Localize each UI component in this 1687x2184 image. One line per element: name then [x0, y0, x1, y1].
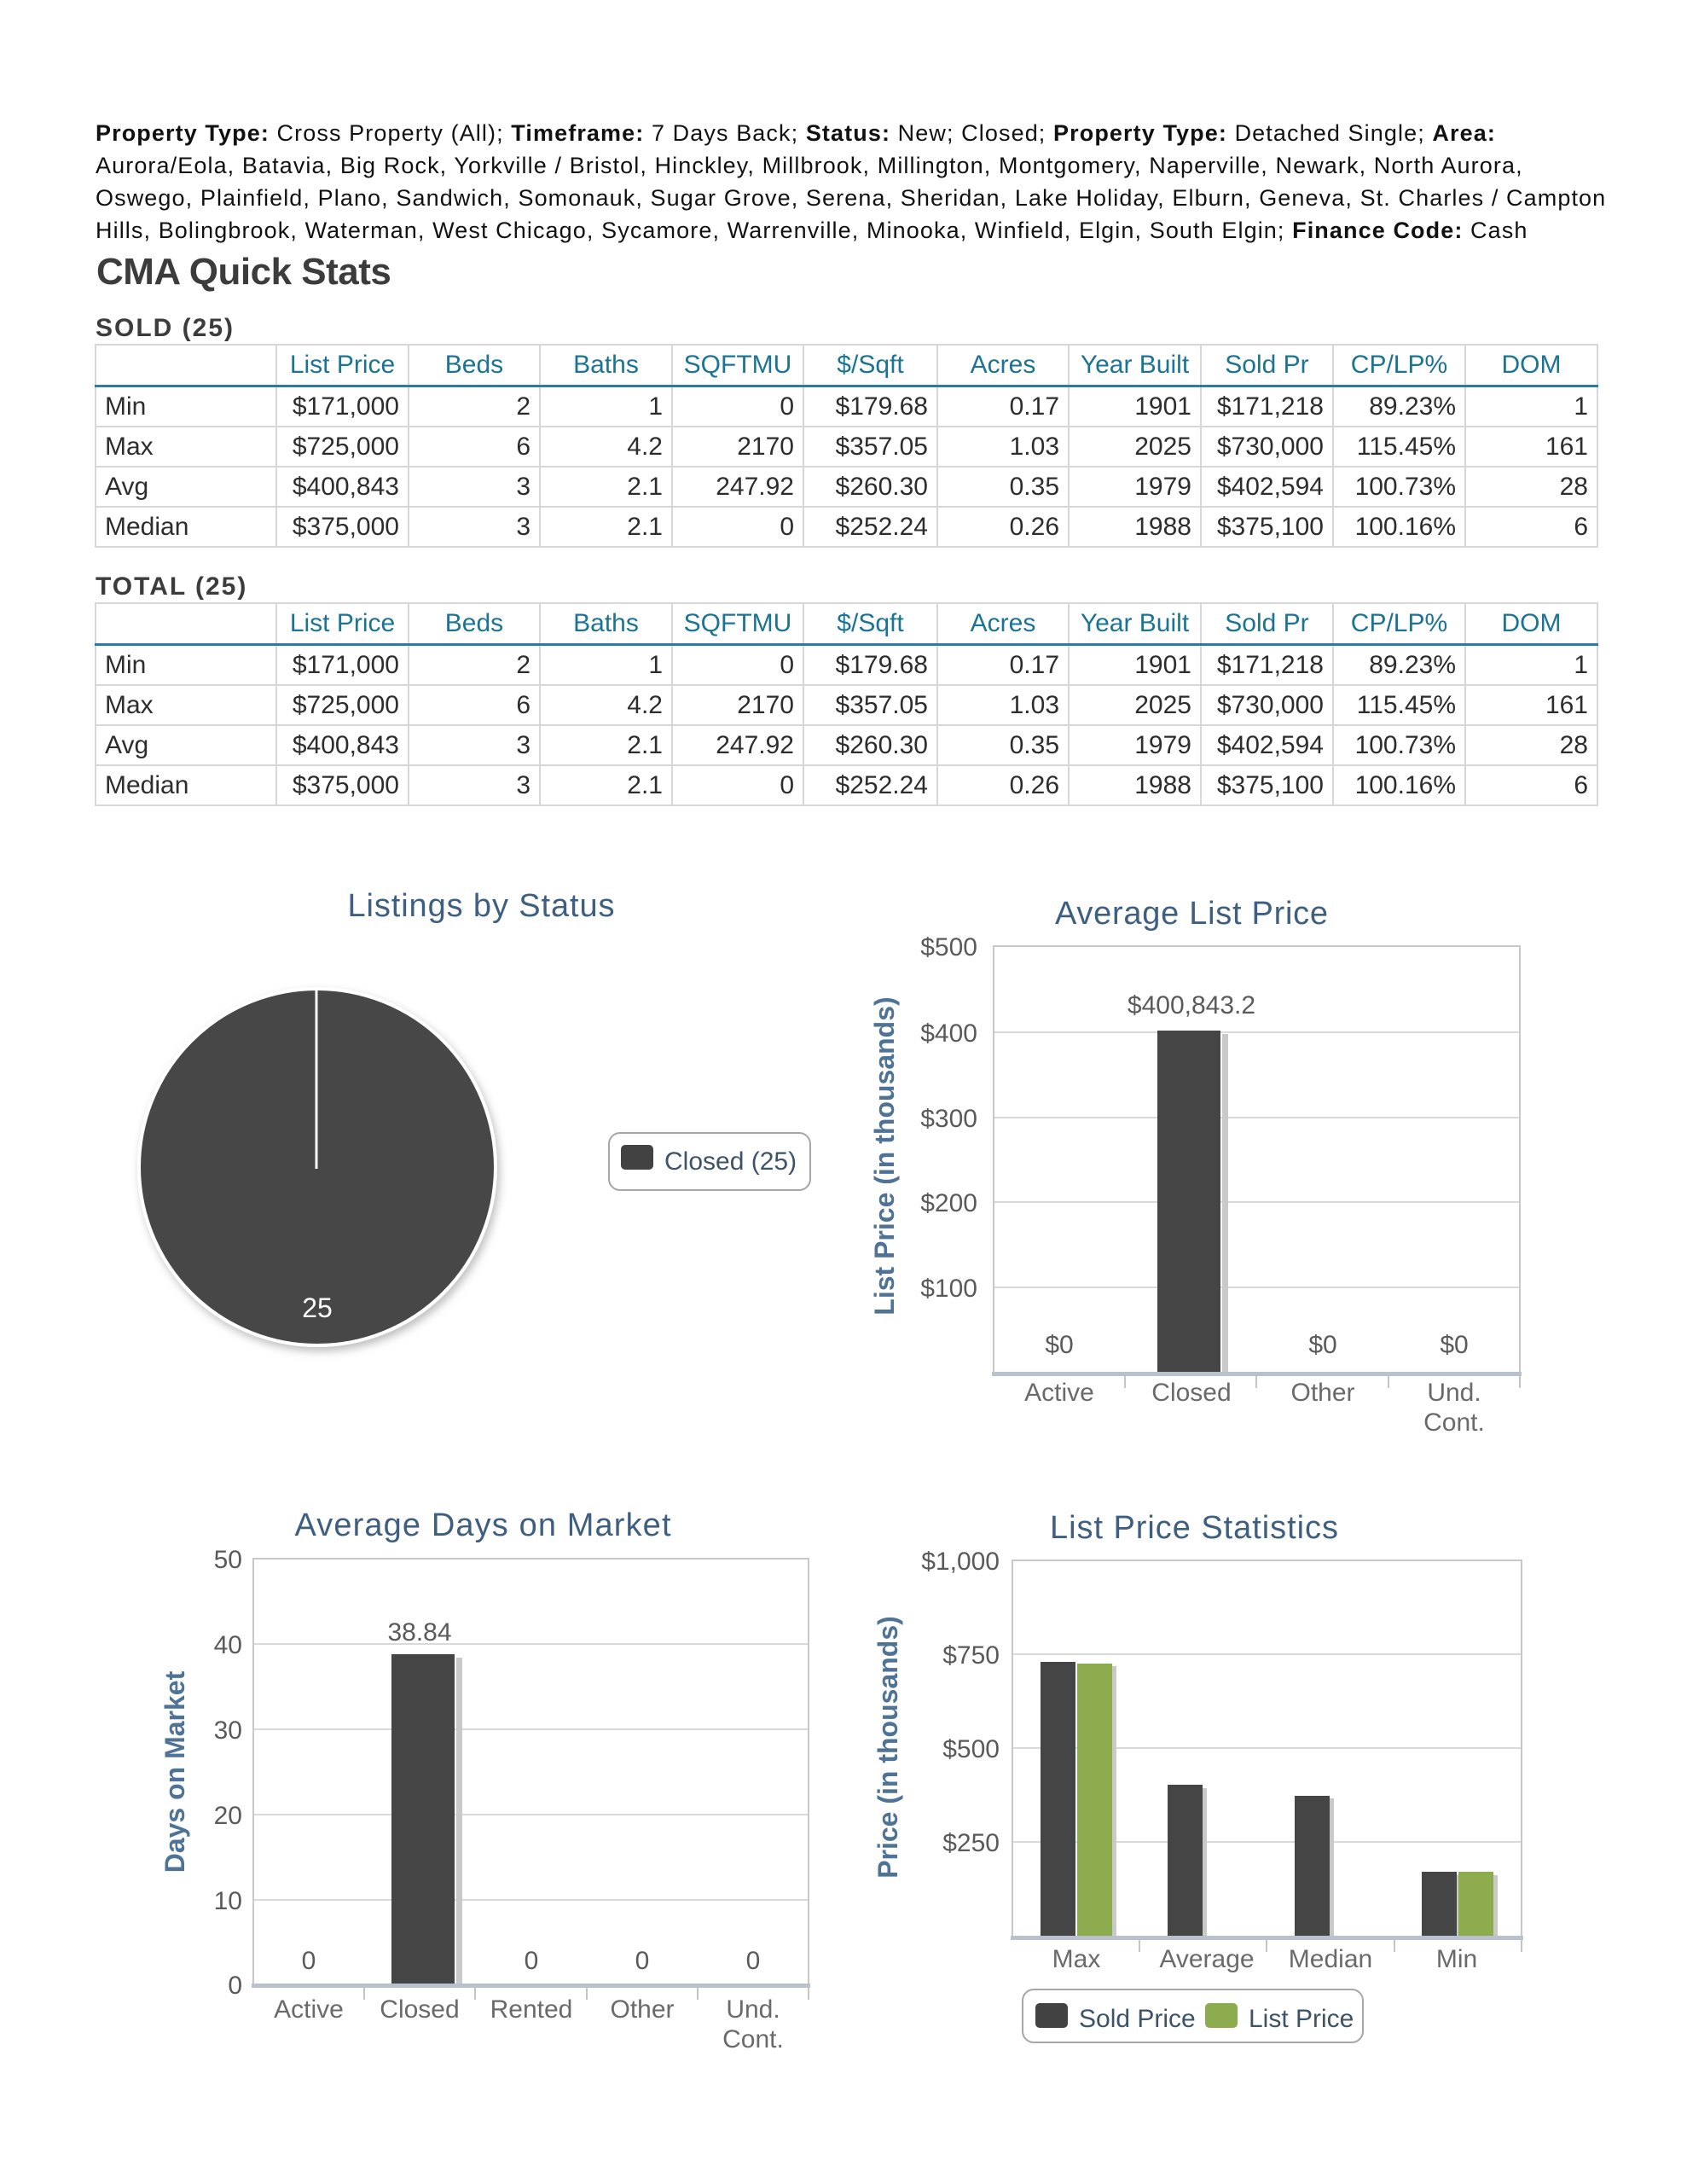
- svg-text:Listings by Status: Listings by Status: [348, 888, 615, 924]
- svg-text:0: 0: [525, 1947, 539, 1975]
- svg-text:List Price Statistics: List Price Statistics: [1050, 1510, 1338, 1546]
- svg-text:Sold Price: Sold Price: [1079, 2005, 1196, 2033]
- svg-text:25: 25: [302, 1292, 333, 1323]
- svg-text:Price (in thousands): Price (in thousands): [872, 1616, 903, 1879]
- svg-text:Median: Median: [1289, 1945, 1372, 1973]
- svg-text:$250: $250: [942, 1829, 1000, 1857]
- svg-text:List Price (in thousands): List Price (in thousands): [869, 996, 900, 1315]
- svg-text:Rented: Rented: [490, 1995, 573, 2024]
- svg-text:$300: $300: [920, 1105, 977, 1133]
- svg-text:20: 20: [214, 1802, 242, 1830]
- svg-text:$0: $0: [1308, 1331, 1336, 1359]
- svg-text:0: 0: [635, 1947, 650, 1975]
- svg-text:Active: Active: [1024, 1379, 1094, 1407]
- svg-text:38.84: 38.84: [387, 1618, 451, 1647]
- svg-text:Closed (25): Closed (25): [664, 1147, 797, 1176]
- svg-text:$1,000: $1,000: [921, 1548, 1000, 1576]
- svg-text:10: 10: [214, 1887, 242, 1915]
- svg-text:Max: Max: [1052, 1945, 1101, 1973]
- svg-text:0: 0: [228, 1972, 242, 2000]
- svg-text:$100: $100: [920, 1275, 977, 1303]
- svg-text:50: 50: [214, 1546, 242, 1574]
- svg-text:0: 0: [302, 1947, 316, 1975]
- svg-text:40: 40: [214, 1631, 242, 1659]
- svg-text:Cont.: Cont.: [722, 2025, 784, 2053]
- svg-text:Average List Price: Average List Price: [1055, 896, 1328, 932]
- svg-text:Cont.: Cont.: [1423, 1409, 1485, 1437]
- svg-text:Und.: Und.: [726, 1995, 780, 2024]
- svg-text:Days on Market: Days on Market: [159, 1670, 190, 1873]
- svg-text:Active: Active: [274, 1995, 344, 2024]
- svg-text:$750: $750: [942, 1641, 1000, 1670]
- svg-text:Other: Other: [1290, 1379, 1354, 1407]
- svg-text:0: 0: [746, 1947, 761, 1975]
- svg-text:$0: $0: [1440, 1331, 1468, 1359]
- svg-text:Closed: Closed: [380, 1995, 459, 2024]
- svg-text:$500: $500: [920, 933, 977, 961]
- svg-text:$0: $0: [1045, 1331, 1073, 1359]
- svg-text:Other: Other: [610, 1995, 674, 2024]
- svg-text:$400: $400: [920, 1019, 977, 1048]
- svg-text:Und.: Und.: [1427, 1379, 1481, 1407]
- svg-text:$500: $500: [942, 1735, 1000, 1763]
- svg-text:Closed: Closed: [1151, 1379, 1231, 1407]
- svg-text:List Price: List Price: [1249, 2005, 1354, 2033]
- svg-text:Average Days on Market: Average Days on Market: [295, 1507, 671, 1543]
- svg-text:Min: Min: [1436, 1945, 1477, 1973]
- svg-text:Average: Average: [1159, 1945, 1254, 1973]
- svg-text:$400,843.2: $400,843.2: [1128, 991, 1255, 1019]
- svg-text:$200: $200: [920, 1189, 977, 1217]
- svg-text:30: 30: [214, 1716, 242, 1745]
